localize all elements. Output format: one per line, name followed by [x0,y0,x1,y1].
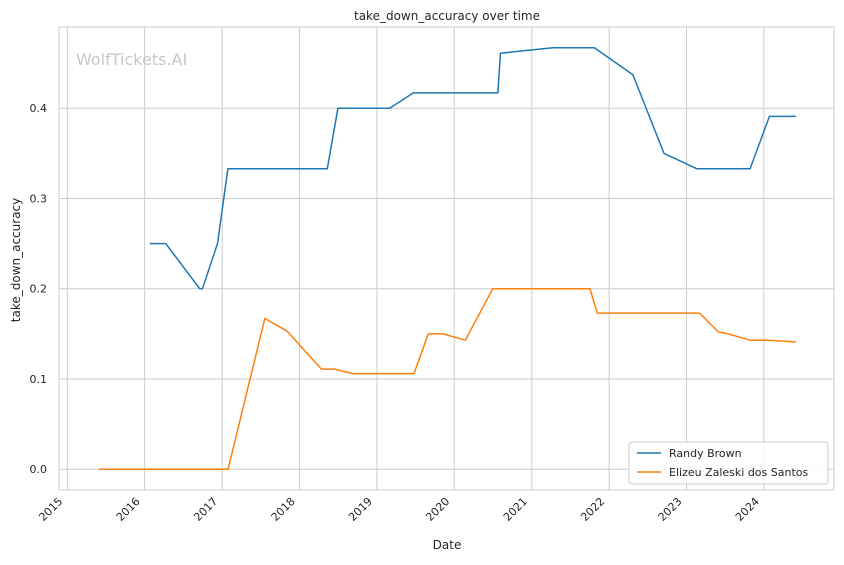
plot-area [58,26,835,491]
legend-label-elizeu-zaleski-dos-santos: Elizeu Zaleski dos Santos [669,466,809,479]
legend: Randy Brown Elizeu Zaleski dos Santos [628,441,829,485]
y-tick-label: 0.3 [30,192,48,205]
y-tick-label: 0.2 [30,283,48,296]
y-tick-label: 0.0 [30,463,48,476]
watermark: WolfTickets.AI [76,50,187,69]
series-layer [98,47,797,470]
y-tick-label: 0.1 [30,373,48,386]
legend-box [628,441,829,485]
chart-title: take_down_accuracy over time [354,9,540,23]
y-axis-label: take_down_accuracy [9,198,23,322]
series-line-randy-brown [149,47,797,290]
series-line-elizeu-zaleski-dos-santos [98,287,797,470]
x-axis-label: Date [433,538,462,552]
y-tick-label: 0.4 [30,102,48,115]
legend-label-randy-brown: Randy Brown [669,447,742,460]
